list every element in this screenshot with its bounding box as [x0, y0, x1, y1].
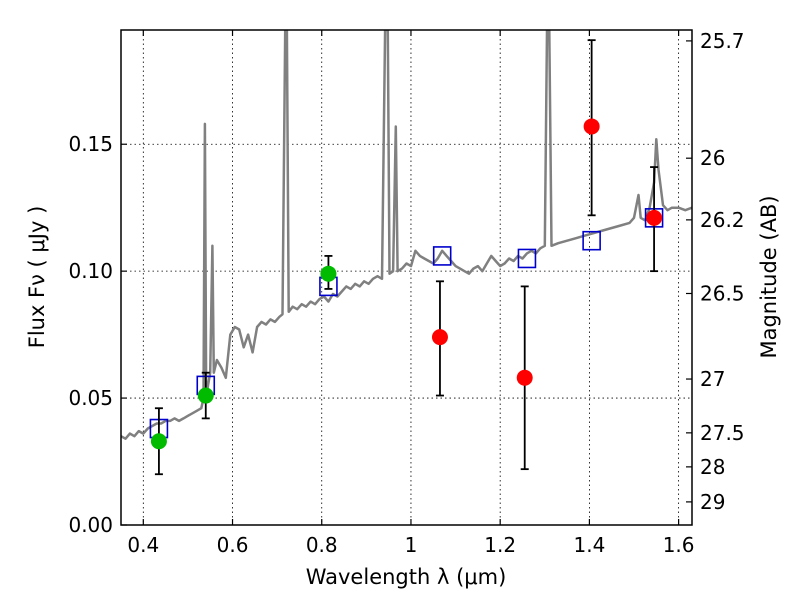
y2-axis-label: Magnitude (AB)	[757, 195, 781, 358]
x-axis: 0.4 0.6 0.8 1 1.2 1.4 1.6	[127, 30, 695, 557]
grid-lines	[121, 30, 692, 526]
x-tick-label: 1.2	[484, 533, 516, 557]
x-tick-label: 0.8	[306, 533, 338, 557]
errorbar-markers	[150, 39, 663, 476]
y-axis-label: Flux Fν ( μJy )	[25, 206, 49, 349]
data-point	[431, 329, 448, 346]
y2-tick-label: 28	[700, 455, 725, 479]
y2-tick-label: 26.2	[700, 208, 745, 232]
y-tick-label: 0.00	[68, 513, 113, 537]
y2-axis: 25.7 26 26.2 26.5 27 27.5 28 29	[686, 29, 745, 514]
x-tick-label: 1.6	[663, 533, 695, 557]
model-square-marker	[432, 246, 452, 266]
data-point	[583, 118, 600, 135]
y-axis: 0.00 0.05 0.10 0.15	[68, 132, 127, 537]
plot-frame	[120, 29, 693, 526]
y-tick-label: 0.15	[68, 132, 113, 156]
data-point	[516, 369, 533, 386]
x-tick-label: 0.4	[127, 533, 159, 557]
x-axis-label: Wavelength λ (μm)	[306, 565, 507, 589]
y2-tick-label: 25.7	[700, 29, 745, 53]
y-tick-label: 0.10	[68, 259, 113, 283]
y-tick-label: 0.05	[68, 386, 113, 410]
data-point	[150, 433, 167, 450]
y2-tick-label: 27.5	[700, 421, 745, 445]
data-point	[197, 387, 214, 404]
y2-tick-label: 27	[700, 367, 725, 391]
model-square-marker	[582, 230, 601, 251]
y2-tick-label: 29	[700, 490, 725, 514]
x-tick-label: 1	[405, 533, 418, 557]
x-tick-label: 0.6	[217, 533, 249, 557]
data-point	[646, 209, 663, 226]
y2-tick-label: 26	[700, 146, 725, 170]
data-point	[320, 265, 337, 282]
y2-tick-label: 26.5	[700, 281, 745, 305]
x-tick-label: 1.4	[573, 533, 605, 557]
model-square-marker	[517, 248, 537, 269]
model-square-markers	[149, 208, 664, 439]
